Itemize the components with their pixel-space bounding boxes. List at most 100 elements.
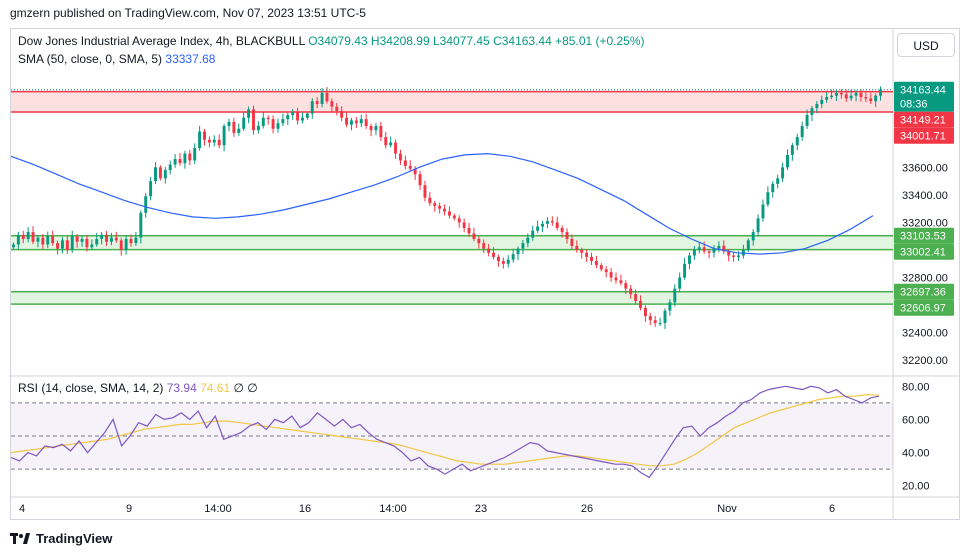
candle-body: [281, 119, 285, 124]
candle-body: [90, 244, 94, 248]
price-tag: [894, 283, 954, 300]
candle-body: [256, 126, 260, 131]
candle-body: [389, 142, 393, 146]
publisher-line: gmzern published on TradingView.com, Nov…: [10, 6, 366, 20]
candle-body: [614, 277, 618, 281]
price-tick-label: 33600.00: [902, 162, 948, 174]
candle-body: [129, 238, 133, 244]
candle-body: [56, 243, 60, 249]
candle-body: [198, 131, 202, 149]
candle-body: [252, 109, 255, 131]
candle-body: [511, 254, 515, 260]
candle-body: [46, 236, 50, 245]
candle-body: [786, 154, 789, 168]
time-tick-label: 16: [299, 503, 311, 515]
candle-body: [624, 283, 628, 289]
candle-body: [839, 92, 843, 95]
candle-body: [820, 99, 824, 104]
sma-label: SMA (50, close, 0, SMA, 5): [18, 52, 163, 66]
candle-body: [781, 167, 785, 179]
candle-body: [619, 280, 623, 284]
candle-body: [526, 237, 530, 244]
candle-body: [692, 250, 696, 256]
candle-body: [271, 119, 275, 129]
candle-body: [168, 164, 172, 171]
candle-body: [100, 234, 104, 239]
candle-body: [825, 97, 829, 100]
rsi-label: RSI (14, close, SMA, 14, 2): [18, 381, 164, 395]
zone-resistance-0: [11, 91, 893, 112]
price-tag-label: 34149.21: [900, 115, 946, 127]
candle-body: [653, 320, 657, 324]
price-tick-label: 33200.00: [902, 217, 948, 229]
candle-body: [41, 237, 45, 245]
candle-body: [737, 255, 740, 257]
candle-body: [345, 117, 349, 125]
rsi-ma-line: [10, 393, 880, 467]
candle-body: [296, 112, 300, 121]
candle-body: [394, 142, 398, 154]
candle-body: [163, 170, 167, 179]
candle-body: [350, 120, 353, 125]
candle-body: [516, 248, 520, 255]
candle-body: [447, 211, 451, 216]
rsi-line: [10, 385, 880, 479]
candle-body: [795, 137, 799, 146]
candle-body: [834, 92, 838, 96]
price-tag-timer: 08:36: [900, 99, 928, 111]
main-legend: Dow Jones Industrial Average Index, 4h, …: [18, 34, 645, 48]
candle-body: [247, 109, 251, 118]
currency-button[interactable]: USD: [897, 33, 955, 57]
candle-body: [457, 218, 461, 223]
candle-body: [639, 300, 642, 308]
candle-body: [31, 232, 35, 242]
candle-body: [310, 101, 314, 114]
candle-body: [423, 185, 427, 198]
candle-body: [732, 255, 736, 257]
candle-body: [761, 204, 765, 219]
candle-body: [276, 123, 280, 129]
candle-body: [124, 238, 128, 250]
candle-body: [114, 237, 118, 241]
candle-body: [65, 240, 69, 250]
candle-body: [16, 234, 20, 245]
candle-body: [751, 232, 755, 241]
candle-body: [506, 259, 510, 264]
candle-body: [364, 119, 368, 126]
rsi-tick-label: 60.00: [902, 414, 930, 426]
price-tag-label: 32697.36: [900, 287, 946, 299]
candle-body: [340, 110, 344, 118]
zone-support-2: [11, 291, 893, 305]
candle-body: [668, 302, 672, 311]
tradingview-logo[interactable]: TradingView: [10, 531, 112, 546]
time-tick-label: 14:00: [204, 503, 232, 515]
candle-body: [237, 128, 241, 133]
candle-body: [305, 113, 309, 118]
candle-body: [105, 234, 108, 242]
candle-body: [51, 236, 55, 244]
candle-body: [599, 265, 603, 270]
candle-body: [472, 233, 476, 239]
price-tag: [894, 81, 954, 112]
candle-body: [746, 240, 750, 250]
candle-body: [212, 139, 216, 143]
candle-body: [21, 234, 25, 239]
candle-body: [570, 238, 574, 246]
candle-body: [80, 238, 84, 242]
candle-body: [629, 288, 633, 295]
candle-body: [727, 251, 731, 256]
candle-body: [452, 215, 456, 219]
candle-body: [830, 95, 834, 98]
candle-body: [496, 256, 500, 262]
candle-body: [678, 277, 682, 289]
candle-body: [144, 196, 148, 213]
candle-body: [139, 212, 143, 238]
candle-body: [541, 223, 544, 227]
candle-body: [594, 261, 598, 266]
candle-body: [580, 250, 584, 253]
candle-body: [149, 181, 153, 197]
candle-body: [771, 183, 775, 193]
candle-body: [207, 139, 211, 143]
candle-body: [403, 160, 407, 166]
candle-body: [227, 121, 231, 126]
